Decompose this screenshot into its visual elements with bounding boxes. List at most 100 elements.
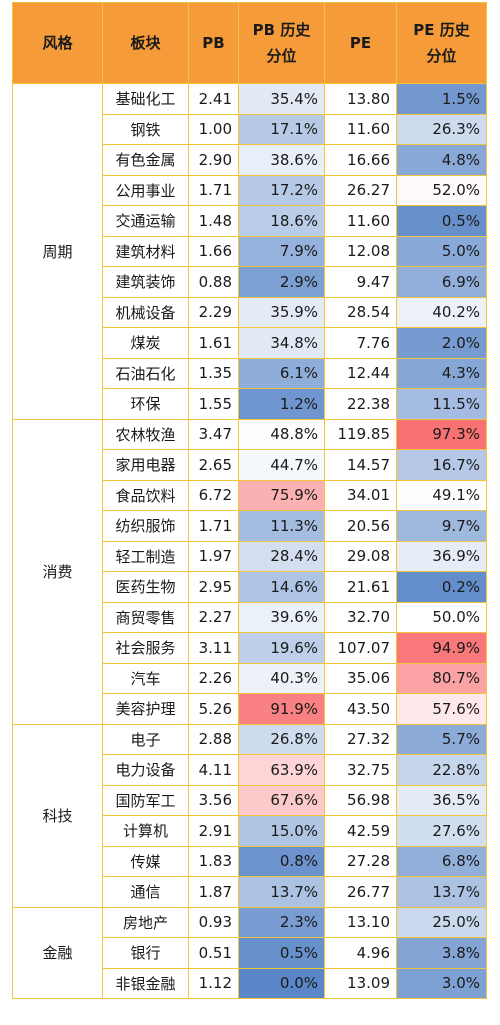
pb-percentile-cell: 67.6% bbox=[238, 784, 325, 816]
header-pb-percentile: PB 历史 分位 bbox=[238, 2, 325, 84]
pb-cell: 1.35 bbox=[188, 357, 239, 389]
pb-percentile-cell: 44.7% bbox=[238, 449, 325, 481]
sector-cell: 食品饮料 bbox=[102, 479, 189, 511]
sector-cell: 通信 bbox=[102, 876, 189, 908]
pb-cell: 2.29 bbox=[188, 296, 239, 328]
pe-cell: 9.47 bbox=[324, 266, 397, 298]
pb-cell: 1.66 bbox=[188, 235, 239, 267]
pe-cell: 22.38 bbox=[324, 388, 397, 420]
pe-percentile-cell: 94.9% bbox=[396, 632, 487, 664]
table-row: 科技 电子 2.88 26.8% 27.32 5.7% bbox=[12, 723, 487, 908]
pe-cell: 13.10 bbox=[324, 906, 397, 938]
pb-cell: 2.41 bbox=[188, 83, 239, 115]
pe-percentile-cell: 97.3% bbox=[396, 418, 487, 450]
pe-cell: 26.77 bbox=[324, 876, 397, 908]
pb-percentile-cell: 17.2% bbox=[238, 174, 325, 206]
pb-percentile-cell: 35.9% bbox=[238, 296, 325, 328]
table-row: 石油石化 1.35 6.1% 12.44 4.3% bbox=[13, 357, 487, 389]
pb-cell: 2.95 bbox=[188, 571, 239, 603]
table-row: 交通运输 1.48 18.6% 11.60 0.5% bbox=[13, 205, 487, 237]
pb-cell: 2.65 bbox=[188, 449, 239, 481]
pe-cell: 43.50 bbox=[324, 693, 397, 725]
pe-cell: 34.01 bbox=[324, 479, 397, 511]
sector-cell: 非银金融 bbox=[102, 967, 189, 999]
header-pe: PE bbox=[324, 2, 397, 84]
sector-cell: 建筑装饰 bbox=[102, 266, 189, 298]
pe-cell: 42.59 bbox=[324, 815, 397, 847]
pb-cell: 2.27 bbox=[188, 601, 239, 633]
table-row: 汽车 2.26 40.3% 35.06 80.7% bbox=[13, 662, 487, 694]
pe-cell: 119.85 bbox=[324, 418, 397, 450]
pb-percentile-cell: 40.3% bbox=[238, 662, 325, 694]
pb-percentile-cell: 48.8% bbox=[238, 418, 325, 450]
pb-cell: 2.90 bbox=[188, 144, 239, 176]
pb-percentile-cell: 39.6% bbox=[238, 601, 325, 633]
pb-cell: 1.97 bbox=[188, 540, 239, 572]
header-pe-percentile: PE 历史 分位 bbox=[396, 2, 487, 84]
pe-percentile-cell: 0.2% bbox=[396, 571, 487, 603]
pe-percentile-cell: 4.8% bbox=[396, 144, 487, 176]
pe-cell: 27.28 bbox=[324, 845, 397, 877]
sector-cell: 有色金属 bbox=[102, 144, 189, 176]
pe-percentile-cell: 3.0% bbox=[396, 967, 487, 999]
table-row: 建筑材料 1.66 7.9% 12.08 5.0% bbox=[13, 235, 487, 267]
sector-cell: 纺织服饰 bbox=[102, 510, 189, 542]
pb-cell: 3.56 bbox=[188, 784, 239, 816]
pb-cell: 2.26 bbox=[188, 662, 239, 694]
pe-percentile-cell: 5.0% bbox=[396, 235, 487, 267]
pb-cell: 1.12 bbox=[188, 967, 239, 999]
pe-percentile-cell: 22.8% bbox=[396, 754, 487, 786]
pe-percentile-cell: 0.5% bbox=[396, 205, 487, 237]
pb-cell: 1.00 bbox=[188, 113, 239, 145]
pb-percentile-cell: 7.9% bbox=[238, 235, 325, 267]
sector-cell: 基础化工 bbox=[102, 83, 189, 115]
table-row: 金融 房地产 0.93 2.3% 13.10 25.0% bbox=[12, 906, 487, 999]
pb-cell: 1.71 bbox=[188, 510, 239, 542]
table-row: 消费 农林牧渔 3.47 48.8% 119.85 97.3% bbox=[12, 418, 487, 725]
table-row: 轻工制造 1.97 28.4% 29.08 36.9% bbox=[13, 540, 487, 572]
sector-cell: 交通运输 bbox=[102, 205, 189, 237]
sector-cell: 电力设备 bbox=[102, 754, 189, 786]
pb-percentile-cell: 26.8% bbox=[238, 723, 325, 755]
sector-cell: 石油石化 bbox=[102, 357, 189, 389]
pe-percentile-cell: 36.9% bbox=[396, 540, 487, 572]
sector-cell: 社会服务 bbox=[102, 632, 189, 664]
pe-cell: 11.60 bbox=[324, 113, 397, 145]
table-row: 纺织服饰 1.71 11.3% 20.56 9.7% bbox=[13, 510, 487, 542]
pb-cell: 1.83 bbox=[188, 845, 239, 877]
table-row: 机械设备 2.29 35.9% 28.54 40.2% bbox=[13, 296, 487, 328]
sector-cell: 家用电器 bbox=[102, 449, 189, 481]
sector-cell: 国防军工 bbox=[102, 784, 189, 816]
table-body: 周期 基础化工 2.41 35.4% 13.80 1.5% 钢铁 1.00 17.1% 11.60… bbox=[12, 83, 487, 999]
pe-percentile-cell: 26.3% bbox=[396, 113, 487, 145]
pe-percentile-cell: 3.8% bbox=[396, 937, 487, 969]
pb-percentile-cell: 15.0% bbox=[238, 815, 325, 847]
table-row: 食品饮料 6.72 75.9% 34.01 49.1% bbox=[13, 479, 487, 511]
pb-cell: 2.88 bbox=[188, 723, 239, 755]
pb-percentile-cell: 19.6% bbox=[238, 632, 325, 664]
pb-cell: 3.11 bbox=[188, 632, 239, 664]
pb-cell: 0.51 bbox=[188, 937, 239, 969]
pe-percentile-cell: 5.7% bbox=[396, 723, 487, 755]
pb-cell: 4.11 bbox=[188, 754, 239, 786]
pe-percentile-cell: 25.0% bbox=[396, 906, 487, 938]
pb-cell: 3.47 bbox=[188, 418, 239, 450]
header-row: 风格 板块 PB PB 历史 分位 PE PE 历史 分位 bbox=[12, 2, 487, 84]
table-row: 建筑装饰 0.88 2.9% 9.47 6.9% bbox=[13, 266, 487, 298]
pb-percentile-cell: 0.8% bbox=[238, 845, 325, 877]
pe-cell: 21.61 bbox=[324, 571, 397, 603]
pe-cell: 26.27 bbox=[324, 174, 397, 206]
pb-percentile-cell: 13.7% bbox=[238, 876, 325, 908]
sector-cell: 医药生物 bbox=[102, 571, 189, 603]
table-row: 商贸零售 2.27 39.6% 32.70 50.0% bbox=[13, 601, 487, 633]
sector-cell: 机械设备 bbox=[102, 296, 189, 328]
pe-percentile-cell: 49.1% bbox=[396, 479, 487, 511]
pe-percentile-cell: 13.7% bbox=[396, 876, 487, 908]
sector-cell: 美容护理 bbox=[102, 693, 189, 725]
sector-cell: 环保 bbox=[102, 388, 189, 420]
sector-cell: 农林牧渔 bbox=[102, 418, 189, 450]
pe-cell: 12.08 bbox=[324, 235, 397, 267]
pe-cell: 32.75 bbox=[324, 754, 397, 786]
pb-cell: 1.71 bbox=[188, 174, 239, 206]
pe-cell: 4.96 bbox=[324, 937, 397, 969]
